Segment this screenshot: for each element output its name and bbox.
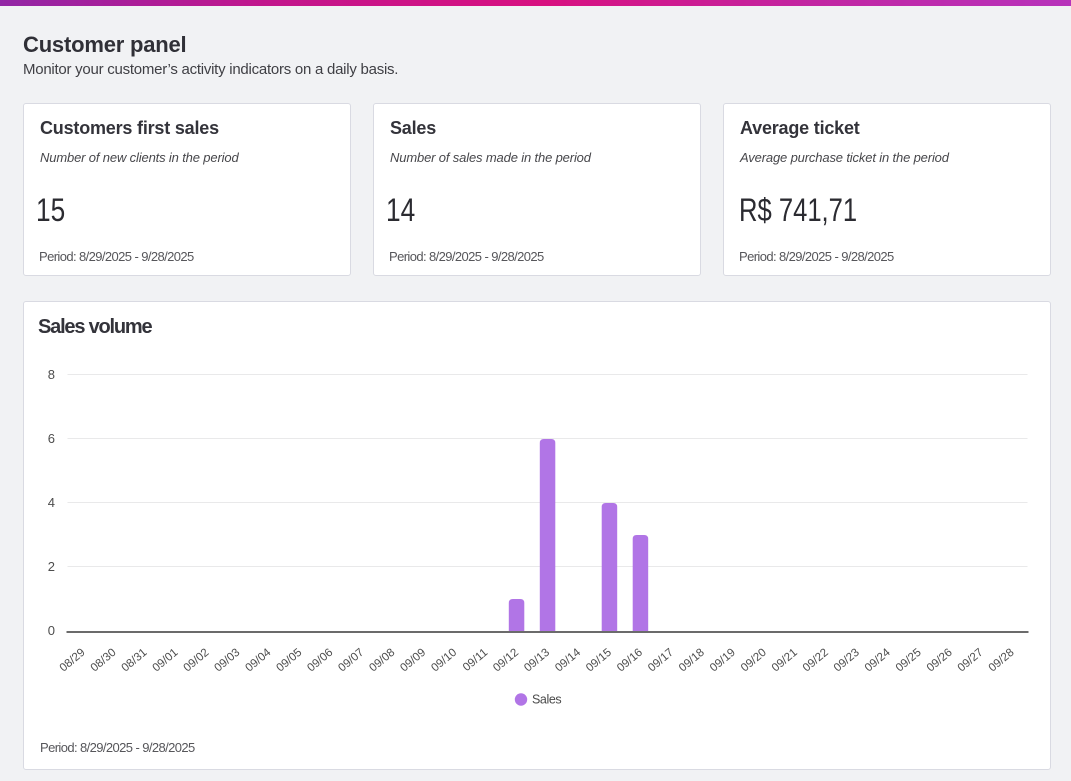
- svg-text:2: 2: [48, 559, 55, 574]
- svg-text:08/31: 08/31: [119, 646, 150, 675]
- svg-text:08/30: 08/30: [88, 646, 119, 675]
- svg-text:09/17: 09/17: [645, 646, 676, 675]
- svg-text:09/02: 09/02: [181, 646, 212, 675]
- svg-text:09/23: 09/23: [831, 646, 862, 675]
- svg-text:8: 8: [48, 367, 55, 382]
- svg-text:09/09: 09/09: [398, 646, 429, 675]
- svg-text:09/24: 09/24: [862, 645, 893, 674]
- svg-text:09/05: 09/05: [274, 646, 305, 675]
- svg-text:08/29: 08/29: [57, 646, 88, 675]
- svg-text:09/04: 09/04: [243, 645, 274, 674]
- svg-text:Sales: Sales: [532, 693, 561, 707]
- svg-text:6: 6: [48, 431, 55, 446]
- svg-text:09/25: 09/25: [893, 646, 924, 675]
- svg-text:09/14: 09/14: [553, 645, 584, 674]
- svg-text:09/15: 09/15: [583, 646, 614, 675]
- svg-text:09/12: 09/12: [491, 646, 522, 675]
- svg-text:09/11: 09/11: [460, 646, 490, 674]
- svg-text:09/01: 09/01: [150, 646, 181, 675]
- svg-text:09/10: 09/10: [429, 646, 460, 675]
- svg-text:0: 0: [48, 623, 55, 638]
- svg-text:09/18: 09/18: [676, 646, 707, 675]
- svg-text:09/13: 09/13: [522, 646, 553, 675]
- svg-text:09/22: 09/22: [800, 646, 831, 675]
- svg-text:09/03: 09/03: [212, 646, 243, 675]
- svg-text:09/08: 09/08: [367, 646, 398, 675]
- svg-text:09/06: 09/06: [305, 646, 336, 675]
- svg-text:09/20: 09/20: [738, 646, 769, 675]
- svg-text:4: 4: [48, 495, 55, 510]
- svg-text:09/28: 09/28: [986, 646, 1017, 675]
- svg-text:09/21: 09/21: [769, 646, 800, 675]
- svg-text:09/27: 09/27: [955, 646, 986, 675]
- svg-text:09/07: 09/07: [336, 646, 367, 675]
- svg-text:09/16: 09/16: [614, 646, 645, 675]
- svg-text:09/19: 09/19: [707, 646, 738, 675]
- svg-text:09/26: 09/26: [924, 646, 955, 675]
